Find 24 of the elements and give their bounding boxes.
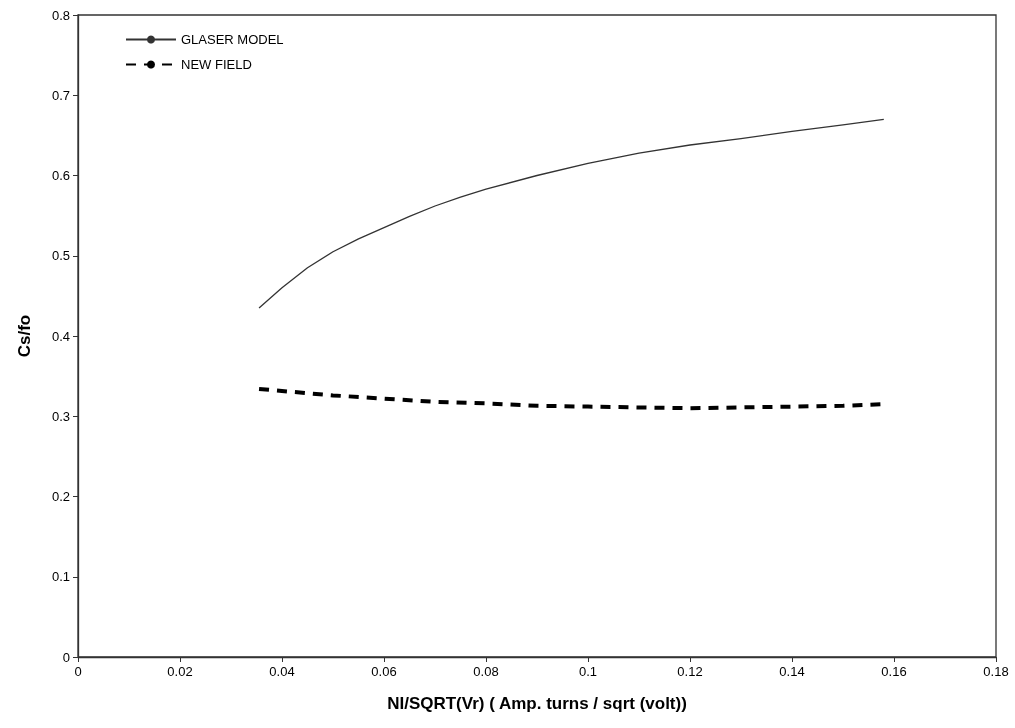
y-tick-label: 0.2: [51, 489, 70, 504]
x-tick-label: 0.1: [578, 664, 598, 679]
y-tick-label: 0.8: [51, 7, 70, 23]
x-tick-label: 0.18: [983, 664, 1009, 679]
y-tick-label: 0.3: [51, 408, 70, 424]
y-tick-label: 0.1: [51, 569, 70, 585]
x-tick-label: 0.06: [371, 664, 397, 679]
x-tick-label: 0: [74, 664, 82, 679]
y-tick-label: 0.7: [51, 87, 70, 103]
y-tick-label: 0.6: [51, 168, 70, 183]
x-tick-label: 0.02: [167, 664, 193, 679]
legend-label: GLASER MODEL: [181, 32, 284, 47]
x-tick-label: 0.12: [677, 664, 703, 679]
x-tick-label: 0.16: [881, 664, 907, 679]
y-tick-label: 0: [62, 649, 70, 665]
x-tick-label: 0.08: [473, 664, 499, 679]
y-tick-label: 0.4: [51, 328, 70, 344]
legend-label: NEW FIELD: [181, 57, 252, 72]
x-tick-label: 0.14: [779, 664, 805, 679]
y-axis-title: Cs/fo: [15, 314, 34, 358]
y-tick-label: 0.5: [51, 248, 70, 264]
x-tick-label: 0.04: [269, 664, 295, 679]
line-series: [258, 118, 885, 309]
x-axis-title: NI/SQRT(Vr) ( Amp. turns / sqrt (volt)): [387, 694, 687, 713]
